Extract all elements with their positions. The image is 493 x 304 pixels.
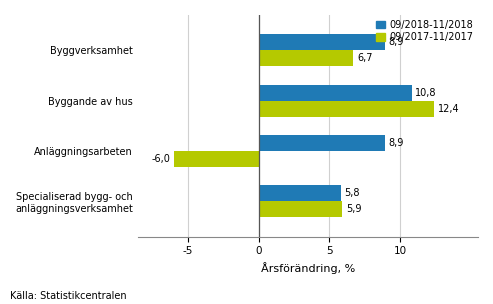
Text: 8,9: 8,9 — [388, 138, 404, 148]
Text: 12,4: 12,4 — [438, 104, 459, 114]
Bar — [259, 50, 353, 66]
Text: 5,9: 5,9 — [346, 204, 361, 214]
Bar — [259, 185, 341, 201]
Text: 10,8: 10,8 — [415, 88, 436, 98]
Bar — [174, 151, 259, 167]
X-axis label: Årsförändring, %: Årsförändring, % — [261, 262, 355, 274]
Bar — [259, 101, 434, 117]
Text: 5,8: 5,8 — [344, 188, 360, 198]
Text: -6,0: -6,0 — [151, 154, 170, 164]
Text: 8,9: 8,9 — [388, 37, 404, 47]
Bar — [259, 85, 412, 101]
Bar — [259, 135, 385, 151]
Text: Källa: Statistikcentralen: Källa: Statistikcentralen — [10, 291, 127, 301]
Bar — [259, 34, 385, 50]
Legend: 09/2018-11/2018, 09/2017-11/2017: 09/2018-11/2018, 09/2017-11/2017 — [376, 20, 473, 42]
Bar — [259, 201, 342, 217]
Text: 6,7: 6,7 — [357, 53, 373, 63]
